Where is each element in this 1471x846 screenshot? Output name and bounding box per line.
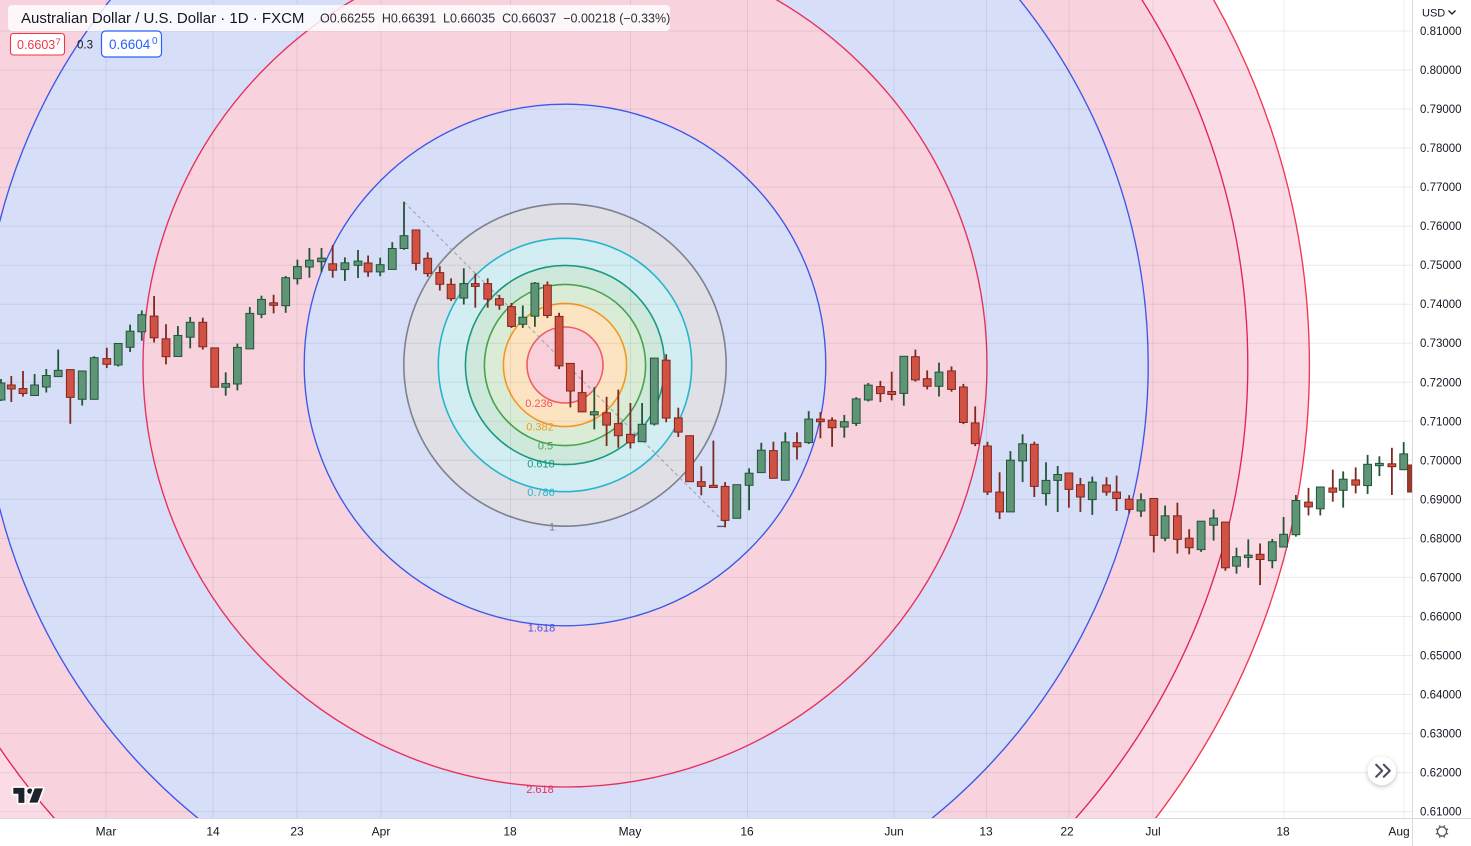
svg-text:O0.66255 H0.66391 L0.66035: O0.66255 H0.66391 L0.66035 C0.66037 −0.0…	[320, 12, 670, 26]
svg-text:0.72000: 0.72000	[1420, 377, 1462, 389]
svg-text:0.786: 0.786	[527, 487, 555, 499]
svg-text:Aug: Aug	[1388, 825, 1409, 839]
svg-text:0.61000: 0.61000	[1420, 807, 1462, 819]
svg-text:0.76000: 0.76000	[1420, 221, 1462, 233]
svg-text:1: 1	[549, 521, 555, 533]
svg-text:Mar: Mar	[96, 825, 117, 839]
svg-text:0.66000: 0.66000	[1420, 612, 1462, 624]
svg-text:0.3: 0.3	[77, 40, 93, 52]
svg-text:0: 0	[152, 36, 158, 47]
svg-text:1.618: 1.618	[528, 622, 556, 634]
svg-text:0.382: 0.382	[526, 421, 554, 433]
svg-text:0.63000: 0.63000	[1420, 729, 1462, 741]
svg-text:0.69000: 0.69000	[1420, 494, 1462, 506]
svg-text:0.64000: 0.64000	[1420, 690, 1462, 702]
svg-text:0.68000: 0.68000	[1420, 533, 1462, 545]
svg-text:14: 14	[206, 825, 220, 839]
svg-text:0.81000: 0.81000	[1420, 26, 1462, 38]
svg-text:0.77000: 0.77000	[1420, 182, 1462, 194]
svg-text:18: 18	[503, 825, 517, 839]
svg-text:13: 13	[979, 825, 993, 839]
svg-text:0.67000: 0.67000	[1420, 572, 1462, 584]
svg-text:0.73000: 0.73000	[1420, 338, 1462, 350]
svg-text:0.6604: 0.6604	[109, 37, 151, 52]
svg-text:Jun: Jun	[884, 825, 903, 839]
svg-text:2.618: 2.618	[526, 784, 554, 796]
svg-text:0.5: 0.5	[538, 440, 553, 452]
svg-text:0.70000: 0.70000	[1420, 455, 1462, 467]
svg-text:0.236: 0.236	[525, 398, 553, 410]
svg-text:0.75000: 0.75000	[1420, 260, 1462, 272]
svg-text:7: 7	[56, 37, 61, 48]
svg-text:Apr: Apr	[372, 825, 391, 839]
svg-text:23: 23	[290, 825, 304, 839]
svg-text:0.618: 0.618	[527, 458, 555, 470]
svg-text:0.79000: 0.79000	[1420, 104, 1462, 116]
svg-text:May: May	[619, 825, 642, 839]
svg-text:18: 18	[1276, 825, 1290, 839]
svg-text:0.74000: 0.74000	[1420, 299, 1462, 311]
svg-text:USD: USD	[1422, 8, 1445, 20]
svg-text:22: 22	[1060, 825, 1074, 839]
svg-text:0.80000: 0.80000	[1420, 65, 1462, 77]
svg-text:0.78000: 0.78000	[1420, 143, 1462, 155]
svg-text:Australian Dollar / U.S. Dolla: Australian Dollar / U.S. Dollar · 1D · F…	[21, 10, 304, 27]
svg-text:0.65000: 0.65000	[1420, 651, 1462, 663]
svg-text:16: 16	[740, 825, 754, 839]
svg-text:Jul: Jul	[1145, 825, 1160, 839]
svg-text:0.62000: 0.62000	[1420, 768, 1462, 780]
svg-text:0.71000: 0.71000	[1420, 416, 1462, 428]
svg-text:0.6603: 0.6603	[17, 38, 55, 52]
